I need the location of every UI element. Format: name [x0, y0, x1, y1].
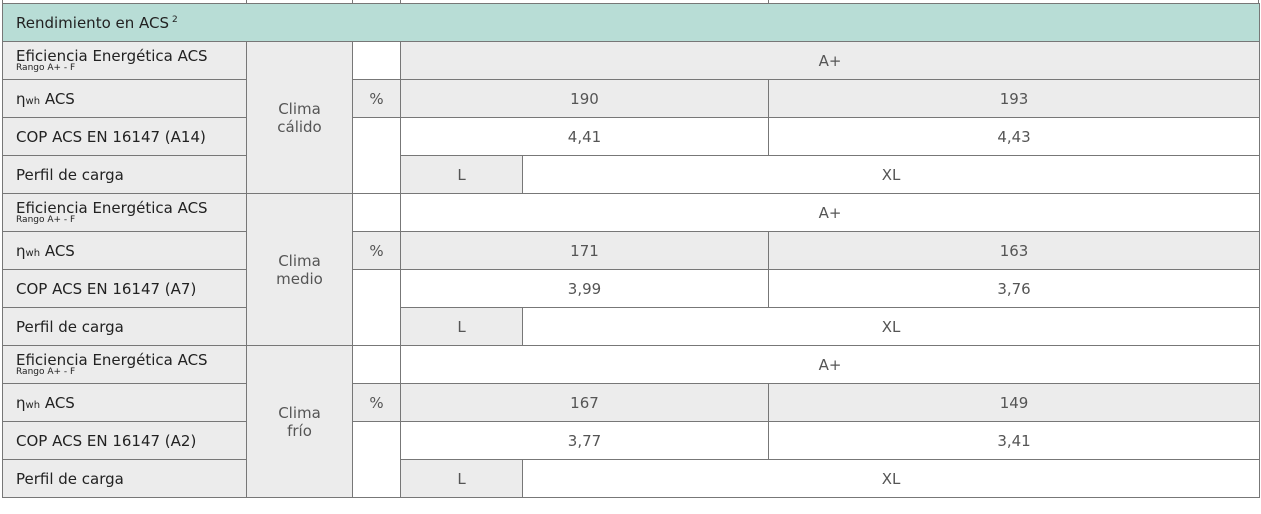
- row-label: Perfil de carga: [2, 459, 247, 498]
- row-label: Eficiencia Energética ACS Rango A+ - F: [2, 41, 247, 80]
- label-text: Eficiencia Energética ACS: [16, 351, 208, 369]
- value-cell: 167: [400, 383, 769, 422]
- value-cell: 163: [767, 231, 1261, 270]
- unit-cell: [352, 41, 401, 80]
- divider: [400, 0, 401, 3]
- eta-row: ηwh ACS% 167 149: [2, 383, 1261, 422]
- row-label: COP ACS EN 16147 (A14): [2, 117, 247, 156]
- row-label: Perfil de carga: [2, 155, 247, 194]
- climate-cell: Clima medio: [246, 193, 353, 346]
- unit-cell: [352, 117, 401, 194]
- value-cell: XL: [521, 459, 1261, 498]
- unit-cell: [352, 193, 401, 232]
- value-cell: A+: [399, 345, 1261, 384]
- profile-row: Perfil de carga L XL: [2, 155, 1261, 194]
- value-cell: 3,77: [400, 421, 769, 460]
- divider: [352, 0, 353, 3]
- label-sub: Rango A+ - F: [16, 215, 76, 225]
- unit-cell: %: [352, 79, 401, 118]
- value-cell: L: [400, 307, 523, 346]
- label-symbol: η: [16, 241, 26, 260]
- row-label: Eficiencia Energética ACS Rango A+ - F: [2, 345, 247, 384]
- divider: [768, 0, 769, 3]
- efficiency-row: Eficiencia Energética ACS Rango A+ - F Cli…: [2, 193, 1261, 346]
- climate-label: Clima cálido: [277, 99, 322, 136]
- efficiency-row: Eficiencia Energética ACS Rango A+ - F Cli…: [2, 41, 1261, 194]
- value-cell: 4,41: [400, 117, 769, 156]
- label-symbol: η: [16, 89, 26, 108]
- efficiency-row: Eficiencia Energética ACS Rango A+ - F Cli…: [2, 345, 1261, 498]
- header-superscript: 2: [172, 14, 178, 25]
- cop-row: COP ACS EN 16147 (A14) 4,41 4,43: [2, 117, 1261, 194]
- unit-cell: [352, 345, 401, 384]
- label-text: ACS: [44, 241, 75, 260]
- climate-label: Clima medio: [276, 251, 323, 288]
- header-cell: Rendimiento en ACS 2: [1, 3, 1261, 42]
- profile-row: Perfil de carga L XL: [2, 459, 1261, 498]
- value-cell: 193: [767, 79, 1261, 118]
- value-cell: A+: [399, 193, 1261, 232]
- label-symbol: η: [16, 393, 26, 412]
- row-label: COP ACS EN 16147 (A2): [2, 421, 247, 460]
- row-label: ηwh ACS: [2, 79, 247, 118]
- value-cell: 3,99: [400, 269, 769, 308]
- value-cell: L: [400, 459, 523, 498]
- label-text: ACS: [44, 89, 75, 108]
- divider: [246, 0, 247, 3]
- label-text: ACS: [44, 393, 75, 412]
- header-title: Rendimiento en ACS: [16, 13, 170, 32]
- unit-cell: [352, 269, 401, 346]
- label-subscript: wh: [25, 247, 41, 259]
- value-cell: A+: [399, 41, 1261, 80]
- value-cell: 4,43: [767, 117, 1261, 156]
- climate-cell: Clima cálido: [246, 41, 353, 194]
- eta-row: ηwh ACS% 171 163: [2, 231, 1261, 270]
- value-cell: 3,76: [767, 269, 1261, 308]
- unit-cell: [352, 421, 401, 498]
- row-label: ηwh ACS: [2, 383, 247, 422]
- top-strip: [2, 0, 1259, 3]
- row-label: ηwh ACS: [2, 231, 247, 270]
- label-sub: Rango A+ - F: [16, 63, 76, 73]
- label-text: Eficiencia Energética ACS: [16, 199, 208, 217]
- label-subscript: wh: [25, 399, 41, 411]
- performance-table: Rendimiento en ACS 2 Eficiencia Energética…: [1, 3, 1261, 498]
- eta-row: ηwh ACS% 190 193: [2, 79, 1261, 118]
- profile-row: Perfil de carga L XL: [2, 307, 1261, 346]
- value-cell: XL: [521, 155, 1261, 194]
- value-cell: 3,41: [767, 421, 1261, 460]
- label-subscript: wh: [25, 95, 41, 107]
- value-cell: 149: [767, 383, 1261, 422]
- value-cell: L: [400, 155, 523, 194]
- value-cell: 190: [400, 79, 769, 118]
- row-label: Perfil de carga: [2, 307, 247, 346]
- header-row: Rendimiento en ACS 2: [1, 3, 1261, 42]
- row-label: COP ACS EN 16147 (A7): [2, 269, 247, 308]
- label-text: Eficiencia Energética ACS: [16, 47, 208, 65]
- cop-row: COP ACS EN 16147 (A7) 3,99 3,76: [2, 269, 1261, 346]
- climate-label: Clima frío: [278, 403, 321, 440]
- value-cell: XL: [521, 307, 1261, 346]
- cop-row: COP ACS EN 16147 (A2) 3,77 3,41: [2, 421, 1261, 498]
- row-label: Eficiencia Energética ACS Rango A+ - F: [2, 193, 247, 232]
- climate-cell: Clima frío: [246, 345, 353, 498]
- value-cell: 171: [400, 231, 769, 270]
- unit-cell: %: [352, 383, 401, 422]
- unit-cell: %: [352, 231, 401, 270]
- label-sub: Rango A+ - F: [16, 367, 76, 377]
